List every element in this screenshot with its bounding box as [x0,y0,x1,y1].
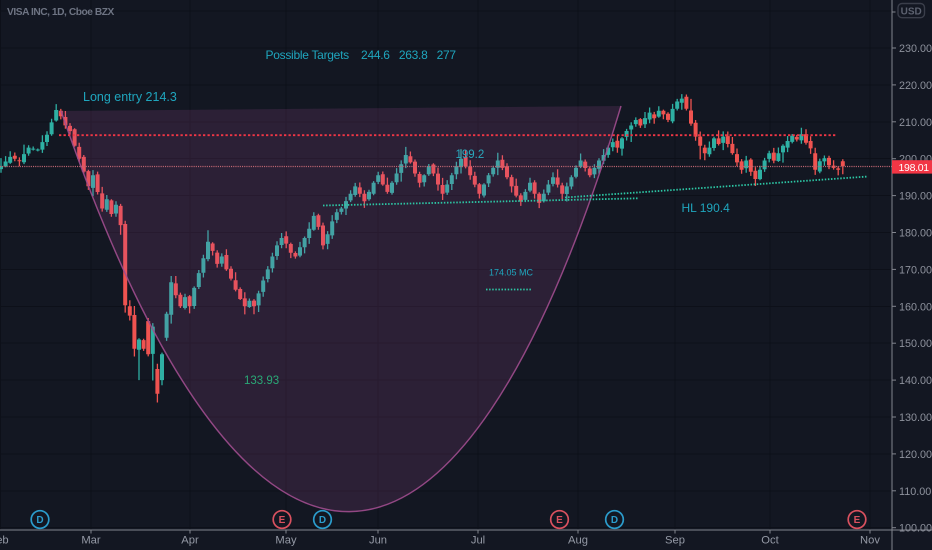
svg-text:Aug: Aug [568,535,588,547]
svg-text:E: E [854,515,861,526]
svg-text:198.01: 198.01 [899,162,930,174]
svg-text:150.00: 150.00 [899,338,932,350]
svg-text:Jun: Jun [369,535,387,547]
svg-text:110.00: 110.00 [899,486,931,498]
svg-text:174.05 MC: 174.05 MC [489,268,534,278]
svg-text:D: D [36,515,43,526]
svg-text:USD: USD [901,7,922,18]
svg-text:230.00: 230.00 [899,43,932,55]
svg-text:210.00: 210.00 [899,117,932,129]
svg-text:VISA INC, 1D, Cboe BZX: VISA INC, 1D, Cboe BZX [7,7,115,18]
svg-text:140.00: 140.00 [899,375,932,387]
svg-text:May: May [275,535,297,547]
svg-text:D: D [611,515,618,526]
svg-text:170.00: 170.00 [899,264,932,276]
svg-text:133.93: 133.93 [244,375,279,387]
svg-text:199.2: 199.2 [456,149,485,161]
svg-text:Possible Targets 244.6 26: Possible Targets 244.6 263.8 277 [266,48,457,62]
svg-text:120.00: 120.00 [899,449,932,461]
svg-text:Jul: Jul [471,535,485,547]
svg-text:D: D [319,515,326,526]
svg-text:180.00: 180.00 [899,228,932,240]
svg-text:Feb: Feb [0,535,9,547]
svg-text:Apr: Apr [181,535,199,547]
svg-text:220.00: 220.00 [899,80,932,92]
svg-text:Nov: Nov [860,535,880,547]
svg-text:HL 190.4: HL 190.4 [682,201,731,215]
svg-text:Oct: Oct [761,535,779,547]
svg-text:Sep: Sep [665,535,685,547]
svg-text:190.00: 190.00 [899,191,932,203]
svg-text:130.00: 130.00 [899,412,932,424]
svg-text:E: E [556,515,563,526]
svg-text:Long entry 214.3: Long entry 214.3 [83,90,177,104]
svg-text:E: E [279,515,286,526]
svg-text:160.00: 160.00 [899,301,932,313]
svg-text:Mar: Mar [81,535,101,547]
svg-text:100.00: 100.00 [899,523,932,535]
